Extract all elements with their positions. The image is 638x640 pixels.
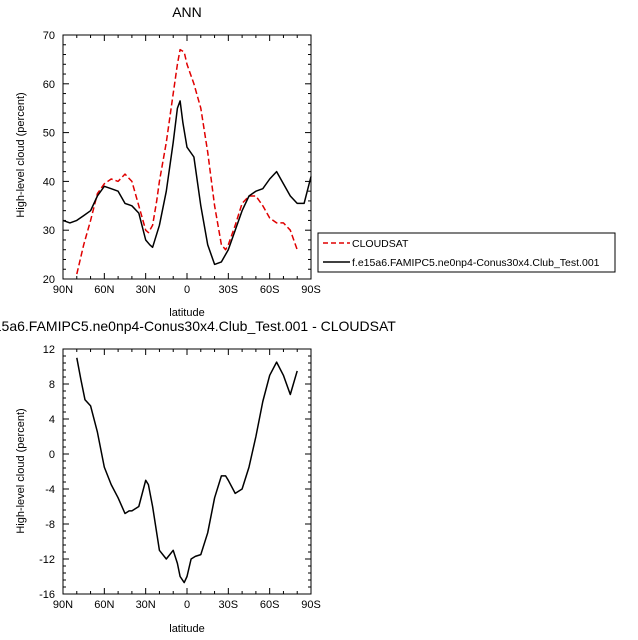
top-chart-series-line-1 — [62, 100, 312, 266]
top-chart-x-tick-label: 60N — [94, 284, 114, 296]
bottom-chart-x-tick-label: 90N — [53, 599, 73, 611]
top-chart-y-tick-label: 40 — [43, 176, 55, 188]
bottom-chart-y-tick-label: 4 — [49, 414, 55, 426]
bottom-chart-y-tick-label: 12 — [43, 344, 55, 356]
top-chart-title: ANN — [172, 4, 202, 20]
bottom-chart-y-tick-label: 0 — [49, 449, 55, 461]
top-chart-series-line-0 — [76, 48, 298, 275]
top-chart-x-tick-label: 90N — [53, 284, 73, 296]
bottom-chart-x-tick-label: 0 — [184, 599, 190, 611]
top-chart-y-tick-label: 50 — [43, 128, 55, 140]
bottom-chart-x-tick-label: 90S — [301, 599, 321, 611]
bottom-chart-series-line-0 — [76, 357, 298, 584]
bottom-chart-x-tick-label: 60S — [260, 599, 280, 611]
bottom-chart-y-tick-label: -12 — [39, 554, 55, 566]
top-chart-x-tick-label: 90S — [301, 284, 321, 296]
bottom-chart-x-tick-label: 30S — [219, 599, 239, 611]
bottom-chart-y-tick-label: -16 — [39, 589, 55, 601]
bottom-chart-plot-area: 90N 60N 30N 0 30S 60S 90S -16 -12 -8 -4 0 4 8 12 — [39, 344, 321, 611]
legend-box — [317, 232, 616, 273]
top-chart: ANN 90N 60N 30N 0 30S 60S 90S 20 30 40 50 60 70 lati… — [15, 4, 616, 319]
top-chart-y-tick-label: 60 — [43, 79, 55, 91]
top-chart-y-tick-label: 30 — [43, 225, 55, 237]
top-chart-frame — [62, 34, 312, 280]
top-chart-y-tick-label: 70 — [43, 30, 55, 42]
bottom-chart: f.e15a6.FAMIPC5.ne0np4-Conus30x4.Club_Te… — [0, 318, 396, 635]
bottom-chart-frame — [62, 348, 312, 595]
top-chart-x-tick-label: 30N — [136, 284, 156, 296]
bottom-chart-x-tick-label: 60N — [94, 599, 114, 611]
top-chart-y-tick-label: 20 — [43, 274, 55, 286]
bottom-chart-x-axis-label: latitude — [169, 623, 204, 635]
bottom-chart-y-axis-label: High-level cloud (percent) — [15, 408, 27, 533]
legend-label-cloudsat: CLOUDSAT — [352, 238, 409, 250]
bottom-chart-y-tick-label: -4 — [45, 484, 55, 496]
top-chart-x-axis-label: latitude — [169, 307, 204, 319]
bottom-chart-x-tick-label: 30N — [136, 599, 156, 611]
bottom-chart-y-tick-label: 8 — [49, 379, 55, 391]
top-chart-plot-area: 90N 60N 30N 0 30S 60S 90S 20 30 40 50 60 70 — [43, 30, 321, 296]
legend-label-model: f.e15a6.FAMIPC5.ne0np4-Conus30x4.Club_Te… — [352, 257, 600, 269]
top-chart-x-tick-label: 30S — [219, 284, 239, 296]
top-chart-x-tick-label: 60S — [260, 284, 280, 296]
bottom-chart-title: f.e15a6.FAMIPC5.ne0np4-Conus30x4.Club_Te… — [0, 318, 396, 334]
top-chart-y-axis-label: High-level cloud (percent) — [15, 92, 27, 217]
top-chart-x-tick-label: 0 — [184, 284, 190, 296]
top-chart-legend: CLOUDSAT f.e15a6.FAMIPC5.ne0np4-Conus30x… — [317, 232, 616, 273]
bottom-chart-y-tick-label: -8 — [45, 519, 55, 531]
